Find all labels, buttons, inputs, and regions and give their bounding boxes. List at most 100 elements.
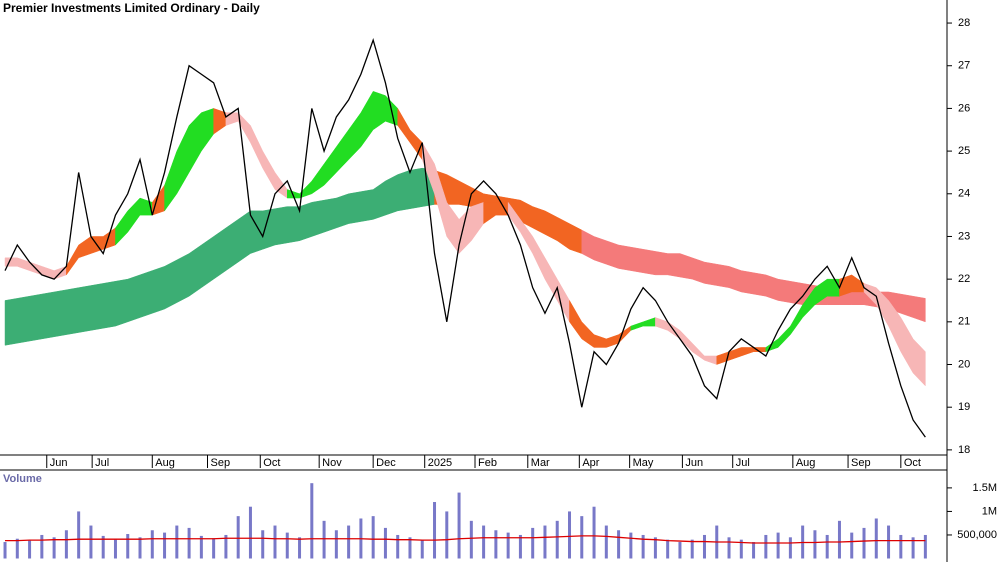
volume-bar bbox=[261, 530, 265, 559]
volume-bar bbox=[433, 502, 437, 559]
y-tick-label: 26 bbox=[958, 102, 970, 114]
volume-label: Volume bbox=[3, 473, 42, 485]
volume-bar bbox=[445, 511, 449, 559]
volume-bar bbox=[604, 525, 608, 559]
volume-bar bbox=[813, 530, 817, 559]
x-tick-label: Feb bbox=[478, 457, 497, 469]
x-tick-label: May bbox=[633, 457, 654, 469]
volume-bar bbox=[482, 525, 486, 559]
volume-bar bbox=[347, 525, 351, 559]
volume-bar bbox=[420, 539, 424, 559]
x-tick-label: Apr bbox=[582, 457, 599, 469]
volume-bar bbox=[113, 539, 117, 559]
volume-bar bbox=[469, 520, 473, 559]
volume-bar bbox=[887, 525, 891, 559]
y-tick-label: 27 bbox=[958, 60, 970, 72]
volume-bar bbox=[310, 483, 314, 559]
volume-bar bbox=[678, 542, 682, 559]
volume-bar bbox=[15, 538, 19, 559]
x-tick-label: 2025 bbox=[428, 457, 452, 469]
x-tick-label: Jun bbox=[685, 457, 703, 469]
volume-bar bbox=[64, 530, 68, 559]
volume-bar bbox=[322, 520, 326, 559]
volume-bar bbox=[224, 534, 228, 559]
volume-bar bbox=[653, 537, 657, 559]
band-segment bbox=[581, 229, 926, 323]
volume-bar bbox=[77, 511, 81, 559]
volume-bar bbox=[396, 534, 400, 559]
x-tick-label: Oct bbox=[904, 457, 921, 469]
y-tick-label: 20 bbox=[958, 358, 970, 370]
volume-bar bbox=[555, 520, 559, 559]
volume-bar bbox=[617, 530, 621, 559]
volume-bar bbox=[752, 542, 756, 559]
volume-bar bbox=[89, 525, 93, 559]
volume-bar bbox=[175, 525, 179, 559]
volume-bar bbox=[862, 527, 866, 559]
x-tick-label: Jun bbox=[50, 457, 68, 469]
volume-bar bbox=[727, 537, 731, 559]
y-tick-label: 25 bbox=[958, 145, 970, 157]
volume-bar bbox=[248, 506, 252, 559]
x-tick-label: Nov bbox=[322, 457, 342, 469]
volume-bar bbox=[543, 525, 547, 559]
volume-bar bbox=[899, 534, 903, 559]
volume-bar bbox=[298, 537, 302, 559]
volume-bar bbox=[163, 532, 167, 559]
volume-bar bbox=[187, 527, 191, 559]
x-tick-label: Sep bbox=[211, 457, 231, 469]
volume-bar bbox=[28, 540, 32, 559]
volume-bar bbox=[764, 534, 768, 559]
x-tick-label: Sep bbox=[851, 457, 871, 469]
volume-bar bbox=[285, 532, 289, 559]
x-tick-label: Aug bbox=[796, 457, 816, 469]
volume-bar bbox=[776, 532, 780, 559]
y-tick-label: 19 bbox=[958, 401, 970, 413]
volume-bar bbox=[101, 535, 105, 559]
volume-bar bbox=[874, 518, 878, 559]
volume-bar bbox=[150, 530, 154, 559]
volume-bar bbox=[334, 530, 338, 559]
x-tick-label: Jul bbox=[95, 457, 109, 469]
price-line bbox=[4, 38, 926, 438]
volume-average bbox=[5, 535, 926, 544]
volume-bar bbox=[40, 534, 44, 559]
volume-bar bbox=[568, 511, 572, 559]
volume-bar bbox=[666, 539, 670, 559]
y-tick-label: 23 bbox=[958, 230, 970, 242]
volume-bar bbox=[641, 534, 645, 559]
y-tick-label: 500,000 bbox=[957, 529, 997, 541]
volume-bar bbox=[371, 516, 375, 559]
y-tick-label: 21 bbox=[958, 316, 970, 328]
x-tick-label: Mar bbox=[531, 457, 550, 469]
y-tick-label: 1.5M bbox=[973, 482, 997, 494]
volume-bar bbox=[788, 537, 792, 559]
volume-bar bbox=[383, 527, 387, 559]
volume-bar bbox=[702, 534, 706, 559]
y-tick-label: 24 bbox=[958, 188, 970, 200]
volume-bar bbox=[518, 534, 522, 559]
volume-bar bbox=[212, 538, 216, 559]
volume-bar bbox=[531, 527, 535, 559]
volume-bar bbox=[199, 535, 203, 559]
x-tick-label: Jul bbox=[736, 457, 750, 469]
x-tick-label: Dec bbox=[376, 457, 396, 469]
volume-bar bbox=[494, 530, 498, 559]
volume-bar bbox=[3, 542, 7, 559]
volume-bar bbox=[850, 532, 854, 559]
volume-bar bbox=[837, 520, 841, 559]
y-tick-label: 28 bbox=[958, 17, 970, 29]
volume-bar bbox=[690, 539, 694, 559]
volume-bar bbox=[457, 492, 461, 559]
x-tick-label: Aug bbox=[155, 457, 175, 469]
x-tick-label: Oct bbox=[263, 457, 280, 469]
volume-bar bbox=[236, 516, 240, 559]
volume-bar bbox=[923, 534, 927, 559]
y-tick-label: 1M bbox=[982, 505, 997, 517]
y-tick-label: 22 bbox=[958, 273, 970, 285]
volume-bar bbox=[825, 534, 829, 559]
y-tick-label: 18 bbox=[958, 444, 970, 456]
volume-bar bbox=[506, 532, 510, 559]
volume-bar bbox=[739, 539, 743, 559]
